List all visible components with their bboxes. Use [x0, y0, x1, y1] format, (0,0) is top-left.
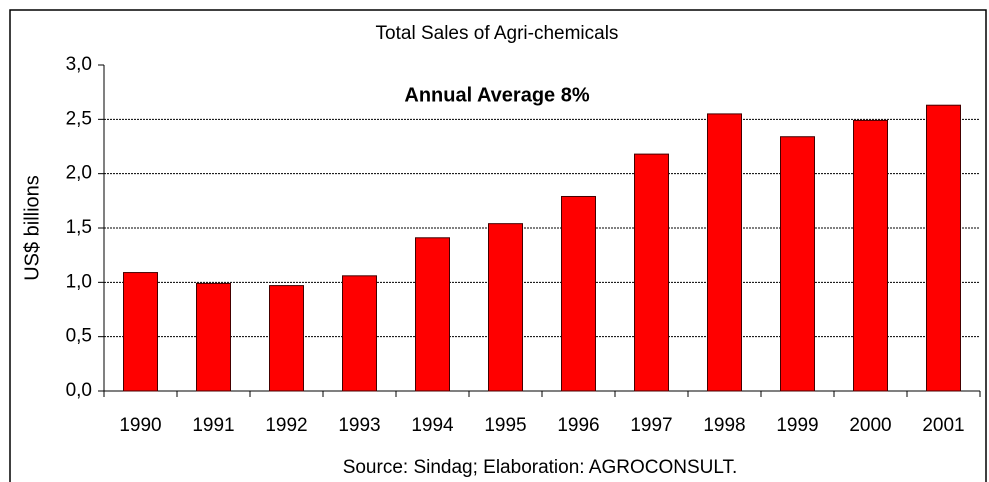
bar — [123, 272, 158, 392]
y-tick-label: 1,0 — [66, 271, 92, 292]
x-tick-label: 1990 — [119, 415, 161, 436]
x-tick-label: 2001 — [922, 415, 964, 436]
bar — [561, 195, 596, 392]
bar — [853, 119, 888, 392]
x-tick-label: 1991 — [192, 415, 234, 436]
x-tick-label: 1996 — [557, 415, 599, 436]
bar — [196, 282, 231, 392]
bar — [780, 136, 815, 392]
bar — [269, 285, 304, 392]
bar — [707, 113, 742, 392]
y-tick-label: 0,5 — [66, 326, 92, 347]
y-tick-label: 2,0 — [66, 163, 92, 184]
x-tick-label: 1994 — [411, 415, 454, 436]
y-tick-label: 2,5 — [66, 108, 92, 129]
bar — [415, 237, 450, 392]
y-axis-label: US$ billions — [21, 175, 43, 281]
x-tick-label: 1992 — [265, 415, 307, 436]
source-note: Source: Sindag; Elaboration: AGROCONSULT… — [343, 457, 738, 478]
y-tick-label: 3,0 — [66, 54, 92, 75]
chart-title: Total Sales of Agri-chemicals — [376, 23, 619, 44]
x-tick-label: 1993 — [338, 415, 380, 436]
bar — [926, 104, 961, 392]
y-tick-label: 1,5 — [66, 217, 92, 238]
x-tick-label: 1995 — [484, 415, 526, 436]
annotation: Annual Average 8% — [404, 84, 589, 106]
x-tick-label: 2000 — [849, 415, 891, 436]
bar — [634, 153, 669, 392]
x-tick-label: 1999 — [776, 415, 818, 436]
x-tick-label: 1997 — [630, 415, 672, 436]
x-tick-label: 1998 — [703, 415, 745, 436]
y-tick-label: 0,0 — [66, 380, 92, 401]
frame — [9, 9, 987, 482]
bar — [488, 223, 523, 392]
bar — [342, 275, 377, 392]
